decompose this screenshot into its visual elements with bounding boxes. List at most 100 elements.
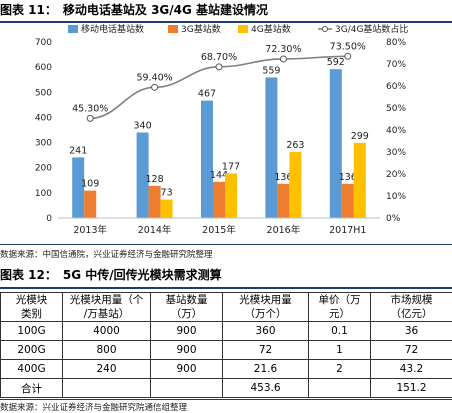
figure-12-label: 图表 12： [0,268,57,282]
share-point [215,63,223,71]
table-cell: 合计 [0,378,63,398]
figure-11-bottom-rule [0,244,452,245]
bar-value-label: 263 [286,140,304,151]
bar [341,183,354,218]
bar [72,157,85,218]
header-line: 类别 [21,308,42,320]
table-cell: 72 [222,340,309,360]
table-row: 400G 240 900 21.6 2 43.2 [0,359,452,379]
share-point [151,83,159,91]
table-header-cell: 单价（万元） [308,292,371,322]
figure-12-title-text: 5G 中传/回传光模块需求测算 [62,268,222,282]
demand-table: 光模块 类别 光模块用量（个/万基站） 基站数量 （万） 光模块用量 （万个） 单价（… [0,292,452,398]
legend-swatch [68,25,78,33]
bar-value-label: 299 [351,131,369,142]
y-right-tick-label: 40% [386,126,406,136]
figure-11-title: 图表 11： 移动电话基站及 3G/4G 基站建设情况 [0,0,452,20]
figure-11-label: 图表 11： [0,3,57,17]
table-cell: 43.2 [370,359,452,379]
table-header-row: 光模块 类别 光模块用量（个/万基站） 基站数量 （万） 光模块用量 （万个） 单价（… [0,292,452,322]
bar-value-label: 559 [262,65,280,76]
table-cell: 800 [62,340,151,360]
table-cell: 72 [370,340,452,360]
table-cell [150,378,223,398]
bar [329,69,342,218]
bar-value-label: 128 [146,174,164,185]
legend-marker [322,26,328,32]
figure-12-source: 数据来源：兴业证券经济与金融研究院通信组整理 [0,403,188,413]
bar-value-label: 340 [134,121,152,132]
y-left-tick-label: 400 [35,113,52,123]
y-right-tick-label: 50% [386,104,406,114]
x-tick-label: 2015年 [202,224,236,236]
table-cell: 36 [370,321,452,341]
chart: 移动电话基站数 3G基站数 4G基站数 3G/4G基站数占比 0 100 200 300 400… [35,23,409,236]
header-line: 元） [329,308,350,320]
table-cell: 400G [0,359,63,379]
y-right-tick-label: 30% [386,148,406,158]
table-header-cell: 光模块 类别 [0,292,63,322]
bar [84,190,97,218]
x-tick-label: 2016年 [267,224,301,236]
figure-12-top-rule [0,287,452,289]
bar-value-label: 241 [69,145,87,156]
y-left-tick-label: 0 [46,214,52,224]
figure-11-top-rule [0,21,452,23]
legend-swatch [238,25,248,33]
y-left-tick-label: 200 [35,164,52,174]
share-value-label: 45.30% [72,103,108,114]
y-right-tick-label: 60% [386,82,406,92]
bar [225,173,237,218]
header-line: 光模块 [15,294,48,306]
header-line: 单价（万 [318,294,361,306]
header-line: （亿元） [390,308,433,320]
table-cell: 360 [222,321,309,341]
share-point [279,55,287,63]
bar-value-label: 144 [210,170,228,181]
table-row: 200G 800 900 72 1 72 [0,340,452,360]
table-header-cell: 市场规模 （亿元） [370,292,452,322]
header-line: /万基站） [83,308,130,320]
y-right-tick-label: 0% [386,214,401,224]
y-left-tick-label: 300 [35,139,52,149]
x-tick-label: 2017H1 [329,225,366,236]
legend-label: 3G基站数 [181,23,221,35]
y-left-tick-label: 700 [35,38,52,48]
bar [277,183,290,218]
bar [136,132,149,218]
table-cell: 900 [150,321,223,341]
share-point [86,114,94,122]
table-cell: 100G [0,321,63,341]
share-point [344,52,352,60]
table-row: 100G 4000 900 360 0.1 36 [0,321,452,341]
bar-value-label: 136 [274,172,292,183]
legend-label: 4G基站数 [251,23,291,35]
table-cell: 21.6 [222,359,309,379]
bar [160,199,173,218]
header-line: 光模块用量（个 [69,294,144,306]
legend-label: 移动电话基站数 [81,23,144,35]
bar [213,181,225,218]
bar-value-label: 592 [327,57,345,68]
figure-12-title: 图表 12： 5G 中传/回传光模块需求测算 [0,265,452,285]
x-tick-label: 2014年 [138,224,172,236]
share-value-label: 68.70% [201,52,237,63]
table-cell: 1 [308,340,371,360]
figure-11-title-text: 移动电话基站及 3G/4G 基站建设情况 [62,3,269,17]
share-value-label: 72.30% [265,44,301,55]
bar-value-label: 467 [198,89,216,100]
table-cell: 151.2 [370,378,452,398]
bar [289,151,302,218]
table-header-cell: 光模块用量 （万个） [222,292,309,322]
legend-label: 3G/4G基站数占比 [335,23,408,35]
y-left-tick-label: 100 [35,189,52,199]
legend-swatch [168,25,178,33]
y-right-tick-label: 10% [386,192,406,202]
table-cell: 900 [150,340,223,360]
table-cell: 2 [308,359,371,379]
header-line: 基站数量 [165,294,208,306]
figure-11-source: 数据来源：中国信通院，兴业证券经济与金融研究院整理 [0,250,213,260]
bar [353,142,366,218]
table-cell: 900 [150,359,223,379]
bar [265,77,278,218]
